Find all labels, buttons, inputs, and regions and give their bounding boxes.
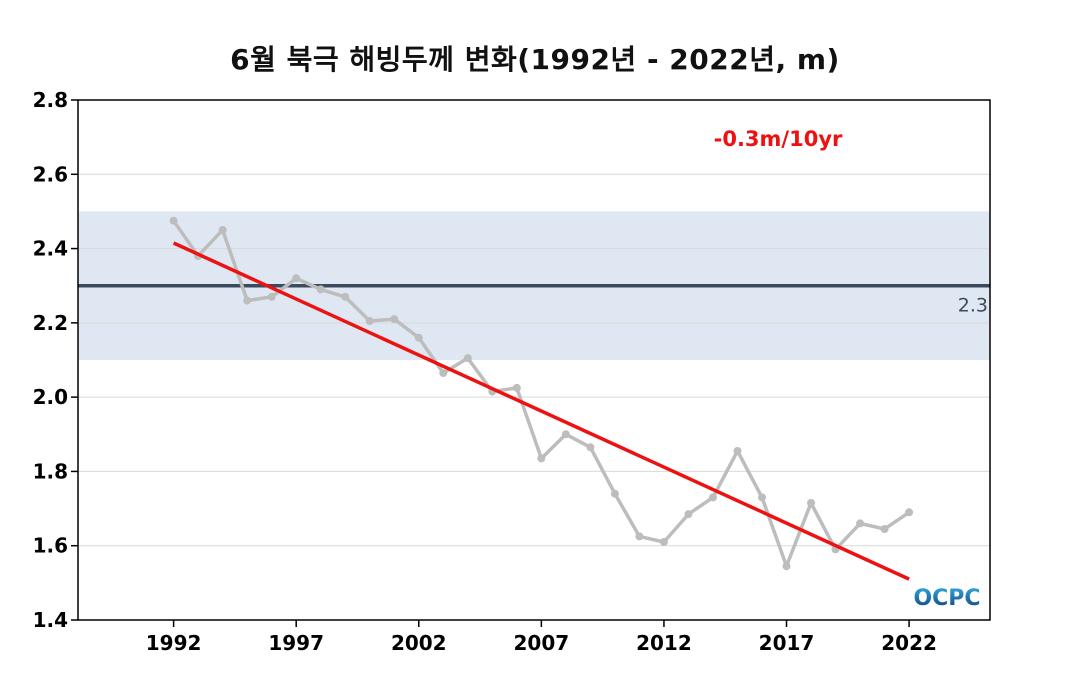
data-point bbox=[684, 510, 693, 519]
data-point bbox=[659, 538, 668, 546]
data-point bbox=[758, 493, 766, 502]
data-point bbox=[856, 519, 865, 528]
data-point bbox=[414, 333, 423, 342]
data-point bbox=[316, 285, 325, 294]
x-tick-label: 1992 bbox=[146, 631, 202, 655]
data-point bbox=[341, 292, 350, 301]
y-tick-label: 2.6 bbox=[33, 162, 68, 186]
y-tick-label: 2.8 bbox=[33, 88, 68, 112]
series-points bbox=[169, 216, 914, 571]
y-tick-label: 2.0 bbox=[33, 385, 68, 409]
data-point bbox=[243, 296, 252, 305]
data-point bbox=[292, 274, 301, 283]
data-point bbox=[586, 443, 595, 452]
data-point bbox=[880, 525, 889, 533]
y-tick-label: 1.6 bbox=[33, 534, 68, 558]
x-tick-label: 2017 bbox=[759, 631, 815, 655]
data-point bbox=[635, 532, 644, 541]
data-point bbox=[218, 226, 227, 234]
reference-label: 2.3 bbox=[958, 295, 988, 317]
trend-label: -0.3m/10yr bbox=[714, 127, 843, 151]
data-point bbox=[610, 489, 619, 498]
data-point bbox=[169, 216, 178, 225]
plot-frame bbox=[77, 99, 991, 621]
data-point bbox=[439, 369, 448, 377]
data-point bbox=[561, 430, 570, 439]
y-tick-label: 2.2 bbox=[33, 311, 68, 335]
y-tick-label: 1.4 bbox=[33, 608, 68, 632]
x-tick-label: 1997 bbox=[268, 631, 324, 655]
x-tick-label: 2012 bbox=[636, 631, 692, 655]
ocpc-logo: OCPC bbox=[913, 586, 980, 611]
y-tick-label: 1.8 bbox=[33, 459, 68, 483]
data-point bbox=[807, 499, 816, 507]
data-point bbox=[905, 508, 914, 517]
data-point bbox=[463, 354, 472, 363]
x-axis: 1992 1997 2002 2007 2012 2017 2022 bbox=[146, 620, 937, 655]
data-point bbox=[512, 383, 521, 392]
data-point bbox=[537, 454, 546, 463]
y-tick-label: 2.4 bbox=[33, 237, 68, 261]
trend-line bbox=[172, 241, 910, 581]
data-point bbox=[390, 315, 399, 324]
x-tick-label: 2002 bbox=[391, 631, 447, 655]
data-point bbox=[782, 562, 791, 571]
x-tick-label: 2022 bbox=[881, 631, 937, 655]
data-point bbox=[365, 317, 374, 325]
data-point bbox=[708, 493, 717, 502]
data-point bbox=[733, 447, 742, 455]
y-axis: 1.4 1.6 1.8 2.0 2.2 2.4 2.6 2.8 bbox=[33, 88, 78, 632]
chart-title: 6월 북극 해빙두께 변화(1992년 - 2022년, m) bbox=[230, 43, 840, 76]
data-point bbox=[267, 292, 276, 301]
svg-text:OCPC: OCPC bbox=[913, 586, 980, 611]
x-tick-label: 2007 bbox=[514, 631, 570, 655]
